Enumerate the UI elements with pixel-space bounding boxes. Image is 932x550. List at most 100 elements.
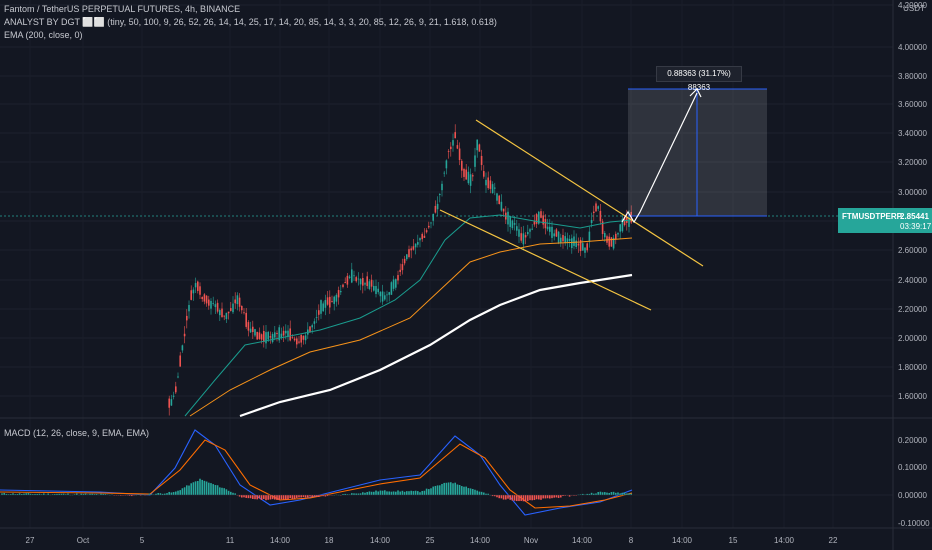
analyst-indicator-legend[interactable]: ANALYST BY DGT ⬜⬜ (tiny, 50, 100, 9, 26,… (4, 17, 497, 27)
macd-histogram-bar (201, 479, 203, 495)
candle-body (183, 333, 186, 337)
macd-signal-line (0, 439, 633, 509)
macd-histogram-bar (399, 491, 401, 495)
macd-histogram-bar (23, 493, 25, 495)
macd-histogram-bar (179, 490, 181, 495)
macd-histogram-bar (95, 494, 98, 495)
macd-histogram-bar (412, 491, 415, 495)
macd-histogram-bar (232, 492, 234, 495)
macd-histogram-bar (421, 490, 423, 495)
candle-body (498, 195, 500, 204)
ema-indicator-legend[interactable]: EMA (200, close, 0) (4, 30, 83, 40)
price-axis-currency[interactable]: USDT (903, 4, 925, 13)
macd-histogram-bar (549, 495, 551, 499)
macd-histogram-bar (500, 495, 503, 499)
macd-histogram-bar (527, 495, 529, 501)
candle-body (230, 308, 232, 311)
macd-histogram-bar (238, 495, 241, 497)
macd-histogram-bar (300, 495, 302, 498)
candle-body (238, 297, 241, 307)
macd-histogram-bar (507, 495, 509, 499)
macd-histogram-bar (313, 495, 316, 497)
time-tick-label: 14:00 (370, 536, 391, 545)
candle-body (480, 155, 483, 165)
macd-tick-label: 0.10000 (898, 463, 927, 472)
candle-body (269, 336, 272, 338)
macd-histogram-bar (18, 493, 21, 495)
candle-body (511, 220, 514, 229)
candle-body (366, 276, 368, 287)
last-price-badge: FTMUSDTPERP 2.85441 03:39:17 (838, 208, 932, 233)
macd-histogram-bar (29, 493, 32, 495)
candle-body (507, 211, 509, 225)
time-tick-label: Nov (524, 536, 538, 545)
price-tick-label: 2.00000 (898, 334, 927, 343)
candle-body (553, 233, 555, 237)
macd-histogram-bar (302, 495, 305, 498)
candle-body (304, 335, 307, 341)
candle-body (432, 213, 434, 221)
candle-body (210, 300, 212, 309)
candle-body (399, 269, 401, 272)
macd-histogram-bar (586, 493, 588, 495)
macd-histogram-bar (535, 495, 538, 500)
macd-histogram-bar (366, 492, 368, 495)
candle-body (434, 205, 437, 213)
candle-body (516, 226, 518, 231)
candle-body (604, 233, 606, 238)
candle-body (540, 211, 542, 218)
candle-body (373, 285, 375, 291)
macd-histogram-bar (346, 494, 349, 495)
macd-histogram-bar (100, 493, 102, 495)
macd-histogram-bar (177, 490, 179, 495)
macd-histogram-bar (40, 494, 43, 495)
candle-body (282, 330, 285, 336)
candle-body (337, 290, 340, 298)
macd-histogram-bar (188, 485, 190, 495)
macd-histogram-bar (443, 482, 445, 495)
macd-histogram-bar (175, 491, 177, 495)
macd-histogram-bar (582, 493, 584, 495)
macd-histogram-bar (65, 494, 67, 495)
badge-price: 2.85441 (900, 212, 929, 221)
macd-histogram-bar (597, 492, 599, 495)
macd-histogram-bar (82, 493, 85, 495)
macd-histogram-bar (245, 495, 247, 498)
candle-body (447, 151, 450, 152)
candle-body (436, 203, 439, 210)
time-tick-label: 22 (829, 536, 838, 545)
candle-body (560, 237, 562, 243)
macd-indicator-legend[interactable]: MACD (12, 26, close, 9, EMA, EMA) (4, 428, 150, 438)
macd-histogram-bar (606, 492, 608, 495)
candle-body (342, 284, 344, 287)
candle-body (615, 233, 617, 240)
macd-histogram-bar (280, 495, 283, 500)
candle-body (243, 312, 245, 314)
macd-histogram-bar (518, 495, 520, 502)
macd-histogram-bar (170, 492, 173, 495)
macd-histogram-bar (502, 495, 505, 500)
candle-body (586, 243, 588, 251)
candle-body (274, 332, 276, 338)
candle-body (439, 193, 441, 196)
macd-histogram-bar (274, 495, 276, 500)
price-tick-label: 3.20000 (898, 158, 927, 167)
macd-histogram-bar (546, 495, 549, 499)
macd-histogram-bar (417, 491, 419, 495)
candle-body (465, 169, 467, 180)
candle-body (280, 333, 283, 339)
macd-histogram-bar (293, 495, 296, 499)
candle-body (223, 315, 225, 317)
macd-histogram-bar (423, 490, 426, 495)
macd-histogram-bar (370, 491, 373, 495)
price-tick-label: 3.60000 (898, 100, 927, 109)
candle-body (181, 345, 184, 351)
candle-body (621, 218, 624, 232)
candle-body (577, 243, 580, 246)
macd-histogram-bar (190, 483, 192, 495)
macd-histogram-bar (131, 495, 133, 497)
macd-histogram-bar (344, 493, 346, 495)
macd-histogram-bar (208, 482, 210, 495)
macd-histogram-bar (626, 493, 628, 495)
